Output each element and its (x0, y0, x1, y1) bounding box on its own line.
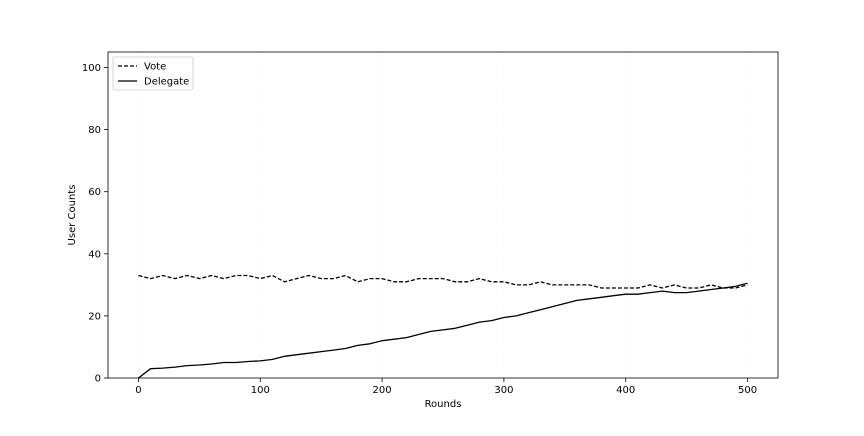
ticks-layer: 0 100 200 300 400 500 0 20 40 60 80 100 (82, 63, 757, 396)
y-tick-label: 0 (95, 374, 101, 385)
series-layer (138, 274, 748, 379)
y-tick-label: 80 (88, 125, 101, 136)
x-tick-label: 0 (135, 385, 141, 396)
y-axis-label: User Counts (67, 185, 78, 246)
x-tick-label: 400 (616, 385, 635, 396)
x-axis-label: Rounds (425, 399, 462, 410)
x-tick-label: 300 (494, 385, 513, 396)
legend-label-delegate: Delegate (144, 77, 189, 88)
legend-box (112, 56, 194, 91)
y-tick-label: 100 (82, 63, 101, 74)
x-tick-label: 100 (251, 385, 270, 396)
legend: Vote Delegate (112, 56, 194, 91)
x-tick-label: 200 (373, 385, 392, 396)
series-line-vote (138, 274, 748, 289)
y-tick-label: 40 (88, 249, 101, 260)
legend-label-vote: Vote (144, 62, 166, 73)
y-tick-label: 20 (88, 311, 101, 322)
series-line-delegate (138, 282, 748, 379)
plot-frame (107, 51, 779, 379)
x-tick-label: 500 (738, 385, 757, 396)
grid-layer (138, 52, 748, 378)
y-tick-label: 60 (88, 187, 101, 198)
